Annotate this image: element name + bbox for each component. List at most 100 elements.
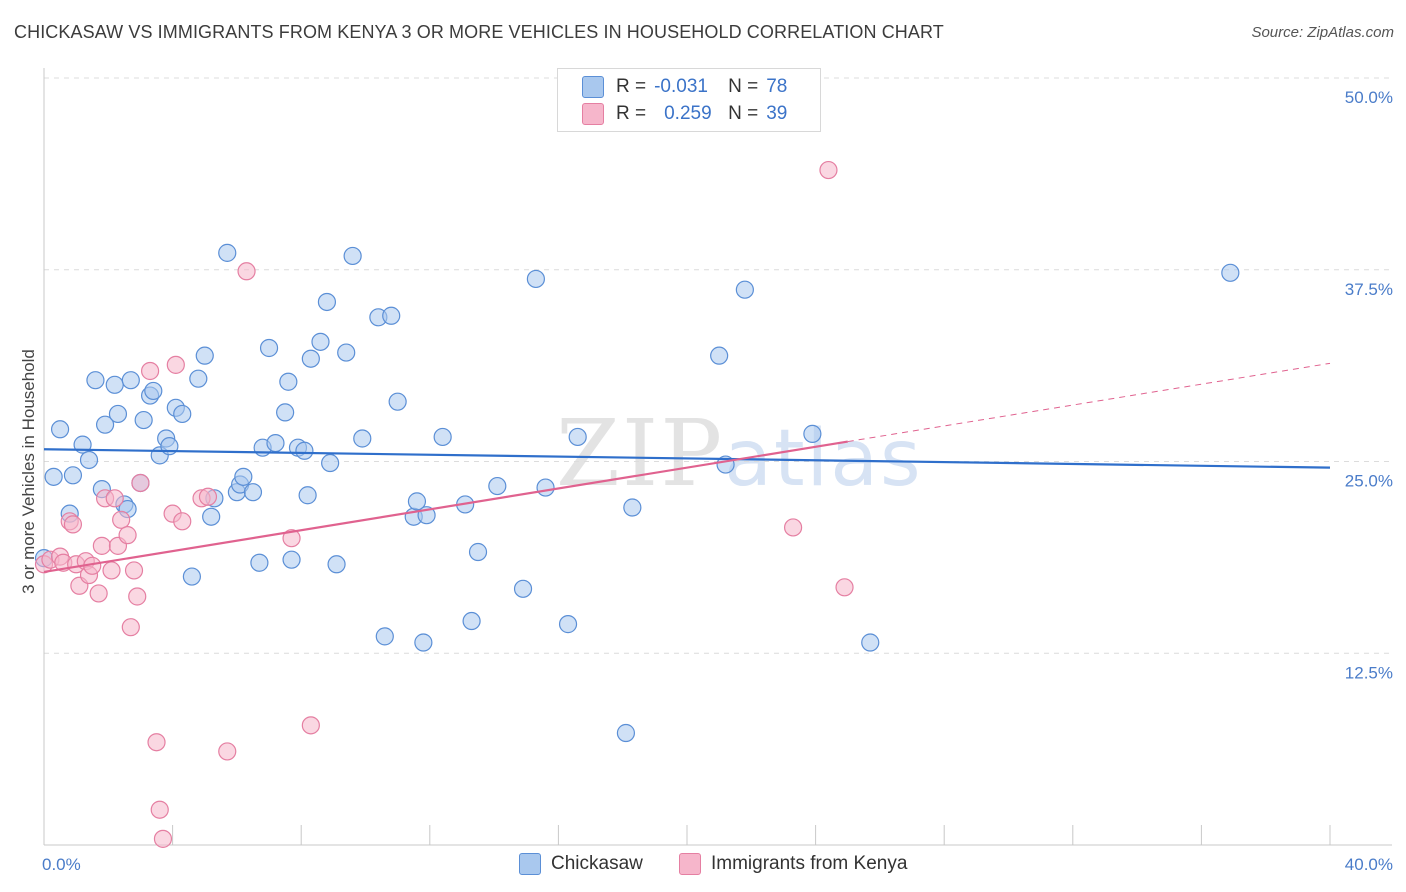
chickasaw-point xyxy=(407,492,427,511)
chickasaw-point xyxy=(616,723,636,743)
chickasaw-point xyxy=(282,550,301,569)
chickasaw-point xyxy=(279,372,298,391)
chickasaw-trend-line xyxy=(43,448,1331,469)
chickasaw-point xyxy=(243,483,263,502)
legend-swatch-kenya xyxy=(582,103,604,125)
chickasaw-point xyxy=(536,478,555,497)
y-tick-label: 25.0% xyxy=(1345,472,1393,491)
kenya-point xyxy=(835,578,854,597)
chickasaw-point xyxy=(526,269,545,289)
chickasaw-point xyxy=(388,392,407,411)
kenya-point xyxy=(218,742,237,761)
chickasaw-point xyxy=(317,292,337,312)
legend-r-value: 0.259 xyxy=(664,103,712,124)
kenya-point xyxy=(783,518,803,537)
x-tick-label: 40.0% xyxy=(1345,855,1393,874)
kenya-point xyxy=(131,473,150,493)
legend-swatch-chickasaw xyxy=(582,76,604,98)
chickasaw-point xyxy=(337,343,356,362)
chart-title: CHICKASAW VS IMMIGRANTS FROM KENYA 3 OR … xyxy=(14,22,944,42)
chickasaw-point xyxy=(513,579,533,598)
chickasaw-point xyxy=(202,507,221,526)
chickasaw-point xyxy=(189,369,208,388)
chickasaw-point xyxy=(121,371,140,390)
legend-n-value: 78 xyxy=(766,76,788,97)
legend-n-label: N = xyxy=(728,76,759,97)
chickasaw-point xyxy=(234,467,253,486)
bottom-legend-label-chickasaw: Chickasaw xyxy=(551,853,643,874)
chickasaw-point xyxy=(433,427,452,447)
kenya-point xyxy=(819,160,838,180)
chickasaw-point xyxy=(327,555,346,574)
legend-r-value: -0.031 xyxy=(654,76,708,97)
chickasaw-point xyxy=(558,615,578,634)
kenya-point xyxy=(173,512,192,531)
chickasaw-point xyxy=(276,403,295,422)
chickasaw-point xyxy=(462,611,481,631)
kenya-point xyxy=(92,536,111,555)
kenya-trend-line-extension xyxy=(847,362,1331,443)
kenya-trend-line xyxy=(43,440,848,574)
correlation-legend: R = -0.031 N = 78 R = 0.259 N = 39 xyxy=(557,68,821,132)
chickasaw-point xyxy=(63,466,83,485)
kenya-point xyxy=(105,489,124,508)
chickasaw-point xyxy=(311,332,330,351)
chickasaw-point xyxy=(50,420,70,439)
kenya-point xyxy=(282,529,301,548)
kenya-point xyxy=(140,361,160,381)
chickasaw-point xyxy=(382,306,401,325)
y-tick-label: 12.5% xyxy=(1345,663,1393,682)
chickasaw-point xyxy=(259,338,279,358)
chickasaw-point xyxy=(710,346,729,365)
chickasaw-point xyxy=(250,553,269,572)
bottom-legend-chickasaw: Chickasaw xyxy=(519,851,643,877)
legend-row-chickasaw: R = -0.031 N = 78 xyxy=(582,75,787,99)
chickasaw-point xyxy=(266,433,285,453)
kenya-point xyxy=(301,716,320,735)
legend-r-label: R = xyxy=(616,76,647,97)
chickasaw-point xyxy=(44,467,63,486)
kenya-point xyxy=(63,515,83,534)
chickasaw-point xyxy=(218,243,237,262)
chickasaw-point xyxy=(375,627,394,646)
chickasaw-point xyxy=(803,424,822,443)
chickasaw-point xyxy=(144,381,163,401)
bottom-legend-swatch-kenya xyxy=(679,853,701,875)
y-tick-label: 50.0% xyxy=(1345,88,1393,107)
bottom-legend-label-kenya: Immigrants from Kenya xyxy=(711,853,908,874)
kenya-point xyxy=(102,561,121,580)
chickasaw-point xyxy=(298,486,317,505)
chickasaw-point xyxy=(182,567,201,586)
chickasaw-point xyxy=(414,633,433,652)
chickasaw-point xyxy=(105,375,124,394)
chickasaw-point xyxy=(353,429,372,448)
kenya-point xyxy=(153,829,173,848)
chickasaw-point xyxy=(735,280,754,299)
chickasaw-point xyxy=(95,415,115,434)
watermark: ZIPatlas xyxy=(556,400,923,507)
chickasaw-point xyxy=(321,453,340,473)
y-axis-label: 3 or more Vehicles in Household xyxy=(19,349,38,594)
kenya-point xyxy=(118,526,137,545)
kenya-point xyxy=(198,487,218,506)
chickasaw-point xyxy=(861,633,880,652)
y-tick-label: 37.5% xyxy=(1345,280,1393,299)
bottom-legend-swatch-chickasaw xyxy=(519,853,541,875)
legend-n-label: N = xyxy=(728,103,759,124)
kenya-point xyxy=(112,510,131,529)
chickasaw-point xyxy=(134,410,153,430)
legend-r-label: R = xyxy=(616,103,647,124)
source-label: Source: ZipAtlas.com xyxy=(1251,24,1394,41)
kenya-point xyxy=(124,561,144,580)
chickasaw-point xyxy=(173,404,192,424)
chickasaw-point xyxy=(568,427,587,447)
chickasaw-point xyxy=(86,371,105,390)
kenya-point xyxy=(121,618,140,637)
chickasaw-point xyxy=(488,476,507,496)
chickasaw-point xyxy=(623,498,642,517)
kenya-point xyxy=(150,800,169,819)
kenya-point xyxy=(166,355,185,374)
legend-n-value: 39 xyxy=(766,103,788,124)
kenya-point xyxy=(89,584,108,603)
